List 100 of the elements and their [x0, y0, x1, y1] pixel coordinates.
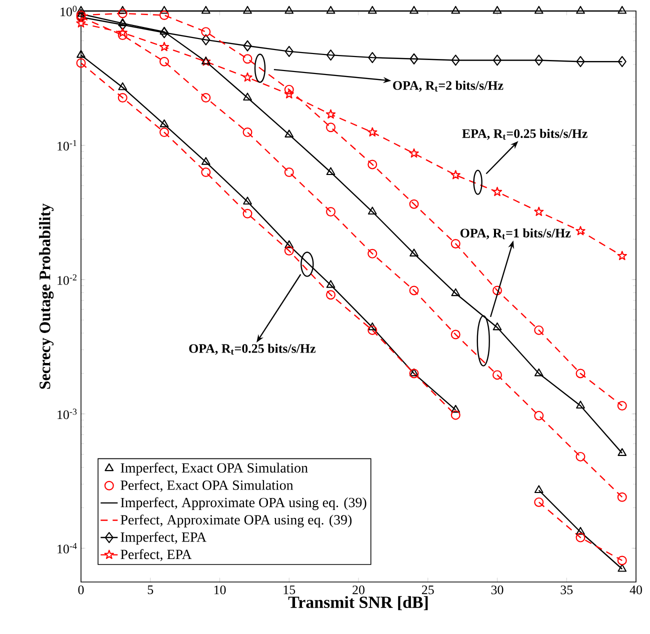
point: [617, 492, 627, 502]
point: [534, 410, 544, 420]
x-tick-label: 30: [491, 586, 504, 594]
point: [618, 56, 626, 68]
point: [118, 6, 128, 14]
point: [326, 109, 336, 119]
point: [534, 325, 544, 335]
point: [576, 532, 586, 542]
point: [201, 92, 211, 102]
point: [534, 368, 544, 376]
x-tick-label: 10: [214, 586, 226, 594]
point: [159, 42, 170, 52]
point: [368, 322, 377, 330]
point: [450, 170, 460, 180]
point: [576, 400, 585, 409]
point: [534, 6, 544, 14]
point: [160, 27, 169, 38]
point: [534, 54, 544, 66]
point: [242, 72, 252, 82]
annotation: OPA, R$_{t}$=2 bits/s/Hz: [393, 80, 504, 92]
point: [534, 497, 544, 507]
point: [160, 6, 169, 14]
legend-label: Imperfect, Approximate OPA using eq. (39): [120, 497, 366, 510]
point: [76, 58, 86, 68]
point: [409, 199, 419, 209]
point: [76, 50, 86, 58]
point: [118, 18, 128, 26]
x-tick-label: 15: [284, 586, 296, 594]
annotation: OPA, R$_{t}$=1 bits/s/Hz: [460, 228, 571, 240]
point: [284, 84, 294, 94]
point: [368, 248, 378, 258]
point: [160, 10, 169, 20]
point: [368, 6, 377, 14]
point: [617, 250, 627, 260]
x-tick-label: 35: [560, 586, 573, 594]
point: [410, 6, 418, 14]
point: [242, 208, 252, 218]
point: [201, 157, 210, 165]
point: [368, 127, 378, 136]
x-axis-title: Transmit SNR [dB]: [288, 596, 428, 610]
point: [326, 6, 336, 14]
point: [492, 370, 502, 380]
point: [618, 448, 627, 456]
point: [201, 27, 211, 37]
x-tick-label: 0: [78, 586, 84, 594]
point: [243, 6, 252, 14]
point: [118, 8, 128, 18]
point: [368, 206, 377, 215]
point: [368, 160, 378, 170]
point: [284, 240, 294, 248]
point: [160, 56, 169, 66]
legend-label: Imperfect, EPA: [120, 532, 206, 545]
point: [492, 286, 502, 296]
point: [201, 6, 210, 14]
point: [617, 556, 627, 566]
point: [410, 53, 418, 64]
point: [368, 52, 377, 64]
point: [618, 564, 627, 572]
point: [576, 368, 586, 378]
point: [284, 130, 294, 138]
point: [243, 92, 252, 101]
point: [492, 54, 502, 66]
point: [451, 54, 460, 66]
x-tick-label: 20: [352, 586, 364, 594]
point: [409, 148, 419, 158]
point: [243, 196, 252, 205]
point: [242, 128, 252, 138]
legend-label: Perfect, Exact OPA Simulation: [120, 480, 294, 492]
point: [576, 526, 585, 535]
point: [618, 6, 627, 14]
point: [576, 56, 585, 68]
point: [450, 330, 460, 340]
legend-label: Perfect, Approximate OPA using eq. (39): [120, 514, 352, 528]
point: [118, 82, 128, 90]
point: [326, 207, 336, 217]
y-axis-title: Secrecy Outage Probability: [39, 204, 54, 389]
point: [326, 280, 336, 288]
point: [450, 238, 460, 248]
point: [160, 119, 169, 128]
point: [534, 206, 544, 216]
point: [492, 6, 502, 14]
x-tick-label: 5: [148, 586, 154, 594]
point: [284, 168, 294, 178]
point: [617, 400, 627, 410]
point: [451, 6, 460, 14]
point: [201, 168, 211, 178]
annotation: OPA, R$_{t}$=0.25 bits/s/Hz: [189, 344, 316, 355]
point: [576, 452, 586, 462]
point: [410, 248, 418, 256]
point: [160, 128, 169, 138]
y-tick-label: 10$^{-2}$: [58, 274, 76, 285]
point: [576, 226, 586, 236]
point: [576, 6, 585, 14]
legend-label: Perfect, EPA: [120, 549, 192, 562]
point: [534, 485, 544, 494]
point: [202, 34, 210, 46]
x-tick-label: 40: [630, 586, 642, 594]
annotation: EPA, R$_{t}$=0.25 bits/s/Hz: [462, 128, 588, 140]
y-tick-label: 10$^{0}$: [60, 6, 77, 16]
point: [368, 325, 378, 335]
